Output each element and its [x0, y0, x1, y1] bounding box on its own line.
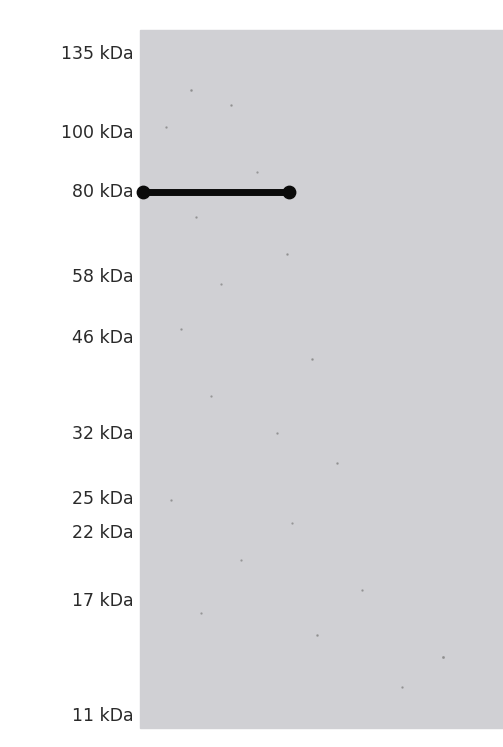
Point [308, 353, 316, 365]
Text: 32 kDa: 32 kDa [71, 425, 133, 443]
Point [288, 517, 296, 529]
Point [162, 121, 170, 133]
Text: 100 kDa: 100 kDa [61, 124, 133, 143]
Point [237, 554, 245, 566]
Point [358, 584, 366, 596]
Text: 135 kDa: 135 kDa [61, 45, 133, 63]
Text: 22 kDa: 22 kDa [71, 524, 133, 542]
Text: 80 kDa: 80 kDa [71, 183, 133, 201]
Point [253, 166, 261, 178]
Text: 46 kDa: 46 kDa [71, 329, 133, 347]
Point [283, 248, 291, 260]
Text: 25 kDa: 25 kDa [71, 490, 133, 508]
Point [197, 607, 205, 619]
Point [207, 390, 215, 402]
Point [192, 211, 200, 223]
Point [217, 278, 225, 290]
Point [139, 186, 147, 198]
Point [187, 84, 195, 96]
Point [439, 651, 447, 663]
Point [333, 457, 341, 469]
Bar [140, 30, 503, 728]
Point [313, 629, 321, 641]
Point [227, 99, 235, 111]
Point [167, 495, 175, 506]
Point [177, 323, 185, 335]
Text: 11 kDa: 11 kDa [71, 707, 133, 725]
Point [398, 681, 406, 693]
Point [285, 186, 293, 198]
Point [273, 427, 281, 439]
Text: 17 kDa: 17 kDa [71, 592, 133, 610]
Text: 58 kDa: 58 kDa [71, 268, 133, 286]
